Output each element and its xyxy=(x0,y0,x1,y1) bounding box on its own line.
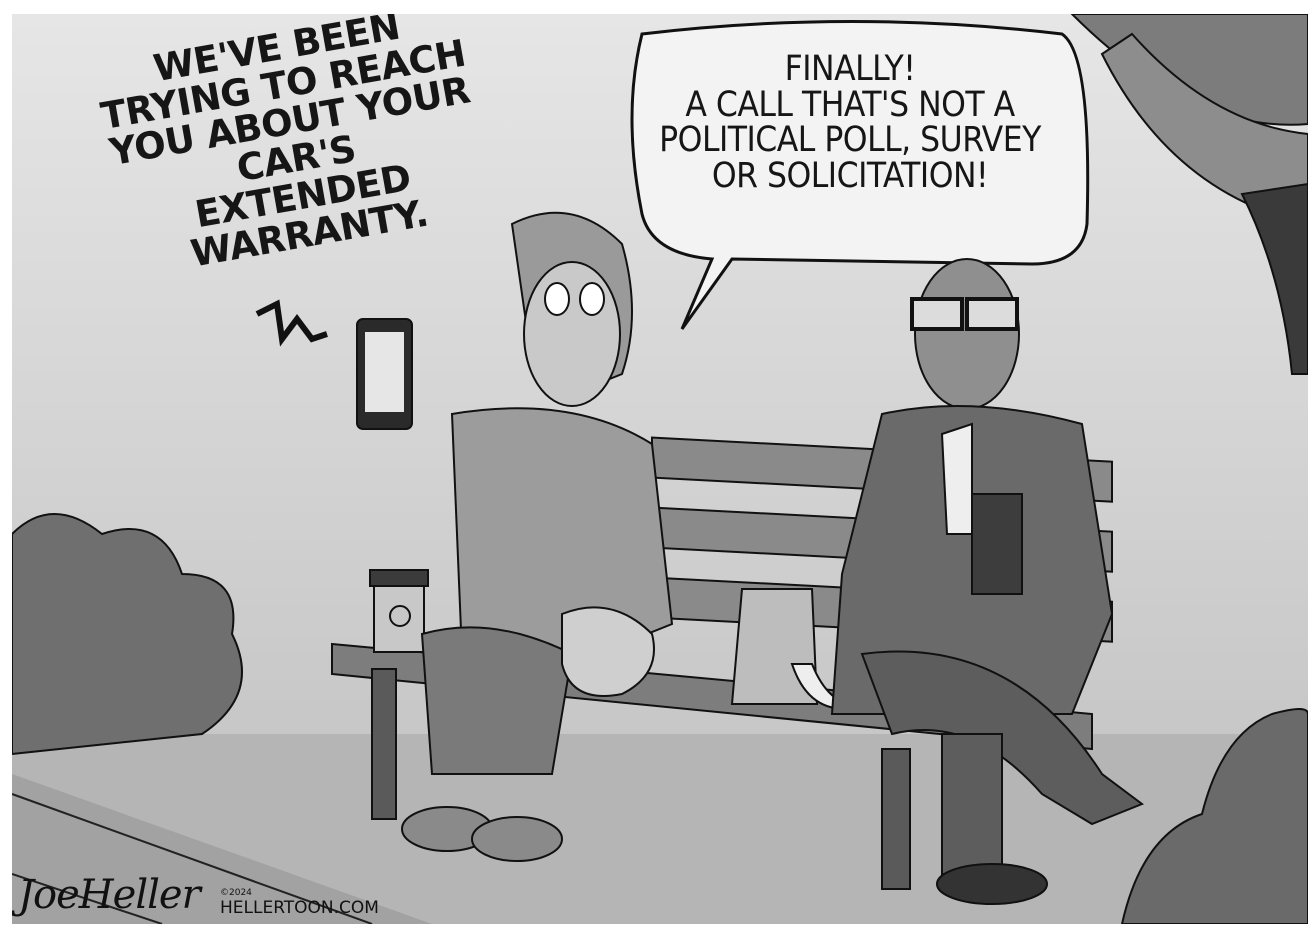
phone xyxy=(356,318,413,430)
bush-left xyxy=(12,513,243,756)
speech-bubble-text: FINALLY! A CALL THAT'S NOT A POLITICAL P… xyxy=(630,49,1070,197)
website-text: HELLERTOON.COM xyxy=(220,898,379,918)
man xyxy=(830,258,1145,905)
woman xyxy=(401,211,674,862)
ring-zigzag xyxy=(255,299,328,347)
speech-line: OR SOLICITATION! xyxy=(711,156,989,197)
sidewalk xyxy=(12,774,432,924)
speech-line: POLITICAL POLL, SURVEY xyxy=(659,120,1041,161)
copyright-text: ©2024 xyxy=(220,888,252,898)
tree xyxy=(1070,14,1308,375)
coffee-cup xyxy=(369,569,429,653)
bush-right xyxy=(1120,708,1308,924)
artist-signature: JoeHeller xyxy=(18,872,201,918)
speech-bubble xyxy=(630,20,1090,330)
cartoon-artwork xyxy=(12,14,1308,924)
speech-line: FINALLY! xyxy=(784,49,916,89)
cartoon-panel: WE'VE BEEN TRYING TO REACH YOU ABOUT YOU… xyxy=(12,14,1308,924)
speech-line: A CALL THAT'S NOT A xyxy=(685,84,1015,125)
